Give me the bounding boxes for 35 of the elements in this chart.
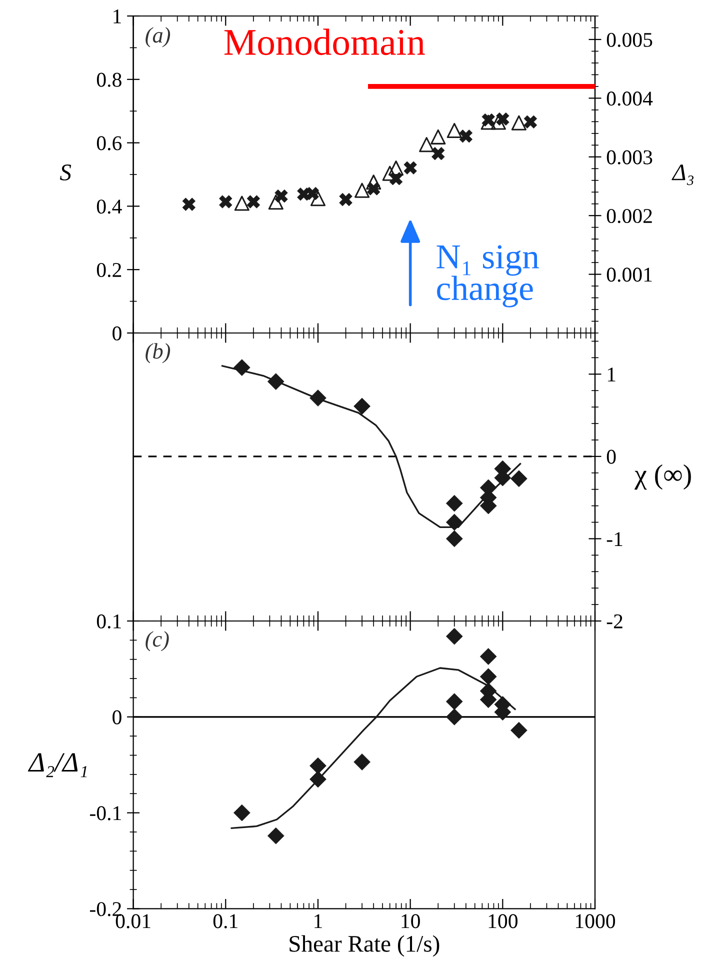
annotation: (c) — [146, 631, 169, 652]
y-tick-label: 0.2 — [96, 262, 122, 278]
y-tick-label: 0 — [112, 710, 122, 724]
y2-axis-title: χ (∞) — [634, 464, 691, 490]
y-axis-title: S — [60, 164, 72, 180]
x-tick-label: 1 — [314, 914, 322, 928]
y-axis-title: Δ₂/Δ₁ — [28, 753, 87, 778]
x-tick-label: 0.01 — [116, 914, 150, 928]
y2-tick-label: 0.002 — [606, 208, 652, 224]
y2-tick-label: -1 — [606, 532, 622, 546]
y-tick-label: -0.2 — [90, 902, 122, 916]
x-tick-label: 1000 — [576, 914, 616, 928]
y2-tick-label: 1 — [608, 368, 616, 382]
y2-tick-label: -2 — [606, 614, 622, 628]
y2-tick-label: 0.004 — [606, 92, 653, 106]
y-tick-label: 1 — [114, 9, 121, 24]
y2-axis-title: Δ₃ — [672, 164, 694, 186]
y-tick-label: 0.6 — [96, 136, 122, 150]
y-tick-label: 0 — [112, 326, 122, 340]
y-tick-label: 0.8 — [96, 72, 122, 87]
x-tick-label: 100 — [488, 914, 518, 928]
y2-tick-label: 0.003 — [606, 150, 652, 164]
annotation: N₁ sign change — [436, 245, 539, 308]
y2-tick-label: 0 — [606, 450, 616, 464]
y2-tick-label: 0.001 — [606, 268, 652, 282]
x-axis-title: Shear Rate (1/s) — [290, 935, 440, 957]
x-tick-label: 0.1 — [213, 914, 238, 928]
y-tick-label: -0.1 — [90, 806, 121, 820]
annotation: (b) — [146, 343, 170, 364]
annotation: (a) — [146, 27, 170, 48]
y-tick-label: 0.1 — [96, 614, 121, 629]
x-tick-label: 10 — [402, 914, 420, 928]
y-tick-label: 0.4 — [96, 200, 122, 214]
series-label: Monodomain — [224, 28, 425, 56]
y2-tick-label: 0.005 — [606, 32, 652, 48]
